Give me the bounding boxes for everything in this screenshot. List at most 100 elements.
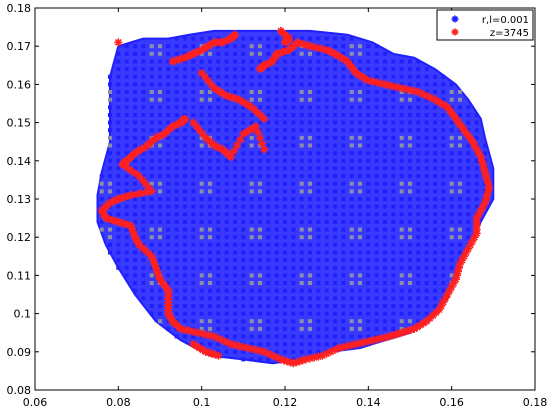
- blue-point: [191, 242, 196, 247]
- blue-point: [283, 67, 287, 72]
- blue-point: [308, 304, 312, 308]
- blue-point: [258, 357, 262, 362]
- blue-point: [391, 273, 396, 278]
- blue-point: [283, 74, 287, 79]
- blue-point: [424, 197, 429, 201]
- blue-point: [191, 59, 196, 64]
- blue-point: [216, 281, 221, 285]
- blue-point: [316, 181, 321, 186]
- blue-point: [183, 151, 187, 156]
- blue-point: [266, 281, 271, 285]
- blue-point: [174, 242, 179, 247]
- blue-point: [224, 181, 229, 186]
- blue-point: [158, 227, 162, 232]
- blue-point: [383, 319, 387, 324]
- blue-point: [249, 135, 254, 140]
- blue-point: [341, 242, 346, 247]
- blue-point: [416, 97, 421, 102]
- blue-point: [116, 250, 121, 255]
- blue-point: [341, 143, 346, 148]
- blue-point: [341, 51, 346, 56]
- blue-point: [283, 174, 287, 179]
- blue-point: [233, 90, 237, 94]
- blue-point: [349, 105, 354, 110]
- blue-point: [483, 151, 487, 156]
- blue-point: [274, 342, 279, 347]
- blue-point: [458, 174, 462, 179]
- blue-point: [291, 151, 296, 156]
- blue-point: [391, 151, 396, 156]
- blue-point: [108, 135, 112, 140]
- blue-point: [399, 204, 404, 209]
- blue-point: [416, 273, 421, 278]
- blue-point: [283, 151, 287, 156]
- blue-point: [283, 204, 287, 209]
- blue-point: [208, 326, 212, 331]
- blue-point: [341, 113, 346, 117]
- blue-point: [258, 120, 262, 125]
- red-point: [233, 141, 242, 150]
- blue-point: [249, 113, 254, 117]
- blue-point: [141, 281, 146, 285]
- blue-point: [166, 174, 171, 179]
- blue-point: [216, 59, 221, 64]
- blue-point: [166, 189, 171, 194]
- blue-point: [99, 197, 104, 201]
- blue-point: [408, 227, 412, 232]
- blue-point: [408, 311, 412, 316]
- red-point: [131, 169, 139, 178]
- blue-point: [149, 113, 154, 117]
- blue-point: [299, 250, 304, 255]
- blue-point: [358, 219, 362, 224]
- blue-point: [274, 67, 279, 72]
- blue-point: [233, 181, 237, 186]
- blue-point: [174, 82, 179, 87]
- blue-point: [316, 151, 321, 156]
- blue-point: [399, 197, 404, 201]
- y-tick-label: 0.12: [7, 231, 32, 244]
- blue-point: [391, 189, 396, 194]
- blue-point: [158, 219, 162, 224]
- blue-point: [124, 120, 129, 125]
- blue-point: [133, 166, 137, 171]
- blue-point: [199, 258, 204, 263]
- blue-point: [299, 166, 304, 171]
- blue-point: [466, 235, 471, 240]
- blue-point: [308, 265, 312, 270]
- blue-point: [124, 44, 129, 49]
- blue-point: [383, 166, 387, 171]
- blue-point: [291, 235, 296, 240]
- blue-point: [399, 258, 404, 263]
- blue-point: [141, 59, 146, 64]
- blue-point: [258, 311, 262, 316]
- blue-point: [208, 235, 212, 240]
- blue-point: [233, 67, 237, 72]
- red-point: [236, 135, 245, 144]
- blue-point: [299, 67, 304, 72]
- blue-point: [241, 273, 246, 278]
- blue-point: [258, 197, 262, 201]
- blue-point: [216, 174, 221, 179]
- blue-point: [449, 197, 454, 201]
- blue-point: [291, 242, 296, 247]
- blue-point: [374, 250, 379, 255]
- blue-point: [174, 90, 179, 94]
- blue-point: [449, 143, 454, 148]
- blue-point: [391, 143, 396, 148]
- blue-point: [383, 105, 387, 110]
- blue-point: [408, 97, 412, 102]
- blue-point: [349, 135, 354, 140]
- blue-point: [449, 219, 454, 224]
- blue-point: [191, 319, 196, 324]
- blue-point: [124, 113, 129, 117]
- blue-point: [333, 311, 337, 316]
- blue-point: [141, 242, 146, 247]
- blue-point: [324, 128, 329, 133]
- blue-point: [441, 97, 446, 102]
- blue-point: [449, 174, 454, 179]
- blue-point: [291, 189, 296, 194]
- blue-point: [266, 36, 271, 41]
- blue-point: [341, 304, 346, 308]
- blue-point: [258, 189, 262, 194]
- blue-point: [249, 204, 254, 209]
